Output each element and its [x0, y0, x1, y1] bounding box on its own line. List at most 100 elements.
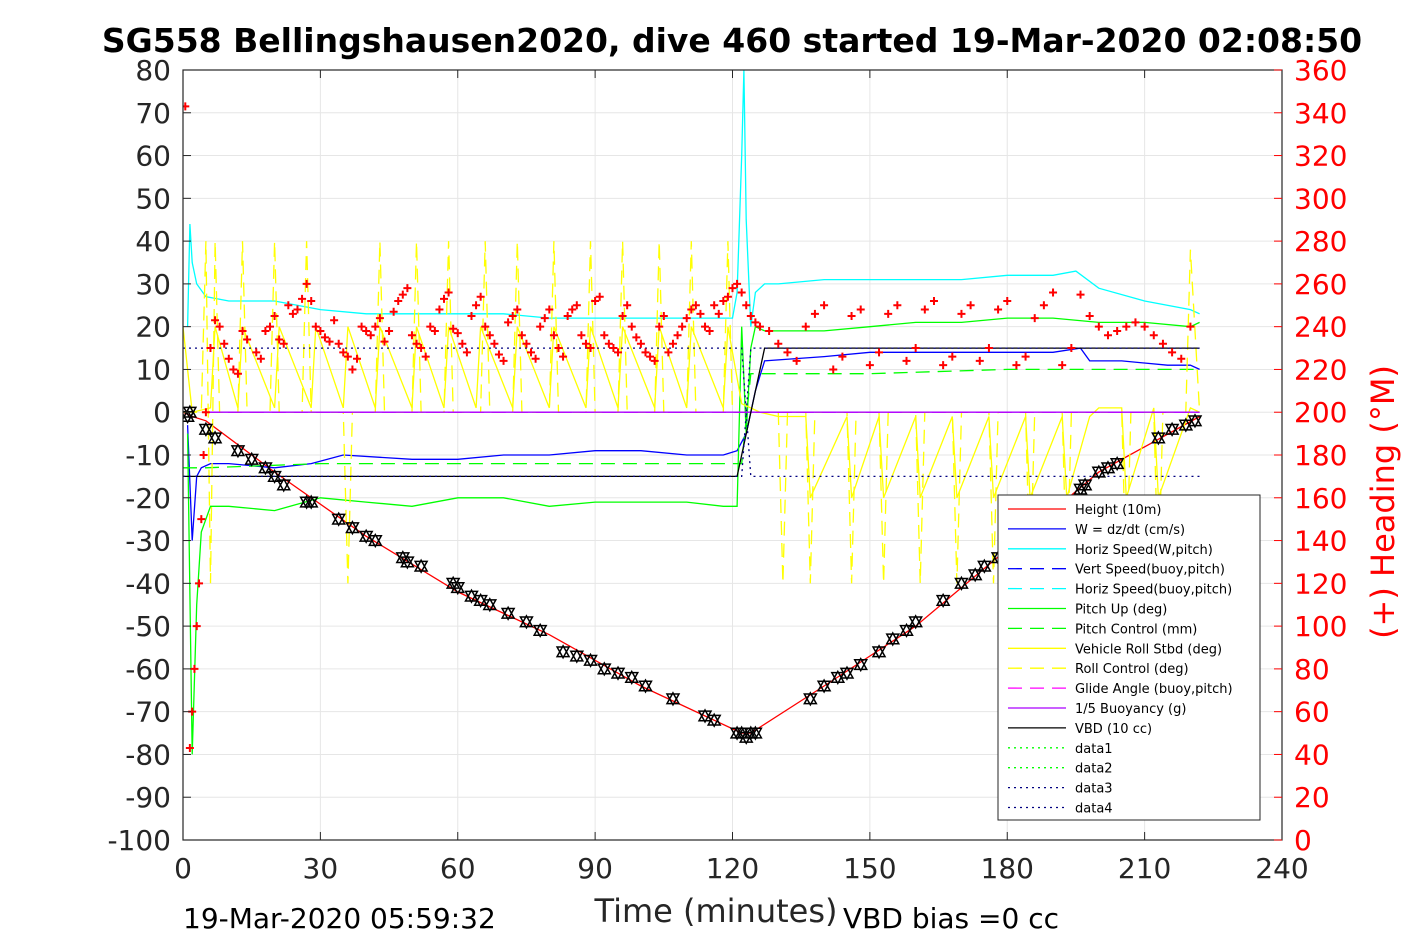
legend-label: Horiz Speed(buoy,pitch) — [1075, 583, 1232, 598]
x-tick-label: 60 — [440, 852, 476, 885]
y-tick-label-left: 80 — [135, 54, 171, 87]
y-tick-label-right: 260 — [1294, 268, 1347, 301]
heading-point — [527, 348, 536, 357]
depth-marker — [207, 430, 223, 446]
depth-marker — [706, 712, 722, 728]
heading-point — [865, 361, 874, 370]
y-tick-label-right: 100 — [1294, 610, 1347, 643]
depth-marker — [450, 580, 466, 596]
heading-point — [371, 322, 380, 331]
heading-point — [733, 279, 742, 288]
heading-point — [920, 305, 929, 314]
heading-point — [284, 301, 293, 310]
heading-point — [646, 352, 655, 361]
x-tick-label: 150 — [843, 852, 896, 885]
legend-label: Horiz Speed(W,pitch) — [1075, 543, 1213, 558]
heading-point — [1186, 322, 1195, 331]
heading-point — [481, 322, 490, 331]
y-tick-label-left: -30 — [125, 525, 171, 558]
heading-point — [678, 322, 687, 331]
heading-point — [421, 352, 430, 361]
heading-point — [948, 352, 957, 361]
heading-point — [632, 333, 641, 342]
heading-point — [513, 305, 522, 314]
depth-marker — [368, 533, 383, 549]
heading-point — [270, 311, 279, 320]
heading-point — [1030, 314, 1039, 323]
y-tick-label-right: 240 — [1294, 311, 1347, 344]
heading-point — [1149, 331, 1158, 340]
depth-marker — [500, 605, 516, 621]
heading-point — [737, 288, 746, 297]
heading-point — [307, 297, 316, 305]
heading-point — [705, 326, 714, 335]
heading-point — [357, 322, 366, 331]
y-tick-label-left: 10 — [135, 353, 171, 386]
depth-marker — [532, 622, 548, 638]
y-tick-label-right: 180 — [1294, 439, 1347, 472]
heading-point — [540, 314, 549, 323]
heading-point — [206, 344, 215, 353]
y-tick-label-left: 30 — [135, 268, 171, 301]
heading-point — [957, 309, 966, 318]
heading-point — [522, 339, 531, 348]
heading-point — [586, 344, 595, 353]
y-tick-label-right: 160 — [1294, 482, 1347, 515]
heading-point — [238, 326, 247, 335]
depth-marker-layer — [183, 404, 1203, 745]
depth-marker — [1164, 421, 1180, 437]
heading-point — [243, 335, 252, 344]
y-tick-label-right: 360 — [1294, 54, 1347, 87]
heading-point — [600, 331, 609, 340]
depth-marker — [748, 725, 763, 741]
depth-marker — [400, 554, 415, 570]
depth-marker — [413, 558, 429, 574]
heading-point — [1122, 322, 1131, 331]
heading-point — [856, 305, 865, 314]
right-axis-label: (+) Heading (°M) — [1364, 365, 1402, 639]
heading-point — [380, 337, 389, 346]
heading-point — [929, 297, 938, 305]
heading-point — [1158, 339, 1167, 348]
heading-point — [591, 297, 600, 305]
heading-point — [334, 339, 343, 348]
heading-point — [966, 301, 975, 310]
heading-point — [490, 339, 499, 348]
depth-marker — [610, 665, 626, 681]
depth-marker — [569, 648, 585, 664]
depth-marker — [624, 669, 640, 685]
heading-point — [696, 309, 705, 318]
heading-point — [559, 352, 568, 361]
heading-point — [504, 318, 513, 327]
depth-marker — [198, 421, 214, 437]
y-tick-label-left: -90 — [125, 781, 171, 814]
y-tick-label-right: 320 — [1294, 140, 1347, 173]
heading-point — [1058, 361, 1067, 370]
x-tick-label: 120 — [706, 852, 759, 885]
y-tick-label-left: -50 — [125, 610, 171, 643]
heading-point — [192, 622, 201, 631]
heading-point — [366, 331, 375, 340]
heading-point — [875, 348, 884, 357]
heading-point — [201, 408, 210, 417]
heading-point — [275, 335, 284, 344]
y-tick-label-left: 60 — [135, 140, 171, 173]
heading-point — [195, 579, 204, 588]
heading-point — [636, 339, 645, 348]
heading-point — [353, 354, 362, 363]
heading-point — [765, 326, 774, 335]
depth-marker — [183, 404, 198, 420]
heading-point — [185, 744, 194, 753]
x-tick-label: 210 — [1118, 852, 1171, 885]
heading-point — [783, 348, 792, 357]
heading-point — [1003, 297, 1012, 305]
heading-point — [751, 318, 760, 327]
series-line-horiz-speed-w-pitch — [186, 70, 1200, 327]
depth-marker — [303, 494, 319, 510]
heading-point — [641, 348, 650, 357]
heading-point — [375, 314, 384, 323]
depth-marker — [597, 661, 612, 677]
heading-point — [902, 356, 911, 365]
footer-timestamp: 19-Mar-2020 05:59:32 — [183, 902, 496, 935]
y-tick-label-right: 340 — [1294, 97, 1347, 130]
